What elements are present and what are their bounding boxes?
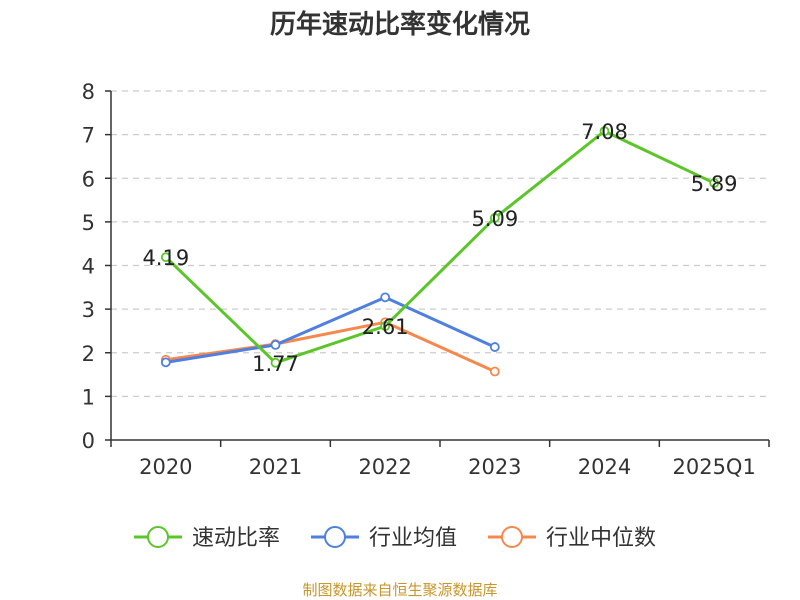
y-tick-label: 2 [82, 342, 95, 366]
legend-item-1[interactable]: 行业均值 [311, 526, 457, 551]
data-point[interactable] [489, 213, 500, 223]
data-point[interactable] [160, 357, 171, 368]
series-layer [160, 126, 720, 377]
data-label: 5.09 [471, 207, 518, 231]
data-point[interactable] [270, 357, 281, 368]
legend-label: 速动比率 [192, 526, 280, 551]
legend-label: 行业中位数 [546, 526, 656, 551]
series-line [165, 320, 496, 373]
data-point[interactable] [489, 366, 500, 377]
x-tick-label: 2021 [249, 455, 302, 479]
data-point[interactable] [380, 321, 391, 332]
y-tick-label: 8 [82, 80, 95, 104]
data-labels: 4.19 1.77 2.61 5.09 7.08 5.89 [142, 120, 737, 376]
grid [111, 90, 769, 397]
chart-title: 历年速动比率变化情况 [270, 9, 530, 40]
y-tick-label: 4 [82, 255, 95, 279]
data-point[interactable] [270, 339, 281, 350]
data-point[interactable] [380, 292, 391, 303]
data-point[interactable] [709, 178, 720, 188]
legend-label: 行业均值 [369, 526, 457, 551]
series-industry-mean [160, 292, 500, 368]
legend-marker-icon [324, 526, 346, 548]
x-tick-label: 2025Q1 [672, 455, 755, 479]
data-label: 7.08 [581, 120, 628, 144]
axes: 0 1 2 3 4 5 6 7 8 2020 2021 2022 2023 2024 2025Q1 [82, 80, 770, 479]
data-label: 1.77 [252, 352, 299, 376]
y-tick-label: 1 [82, 385, 95, 409]
legend[interactable]: 速动比率 行业均值 行业中位数 [134, 526, 656, 551]
x-tick-label: 2023 [468, 455, 521, 479]
y-tick-label: 7 [82, 124, 95, 148]
legend-item-0[interactable]: 速动比率 [134, 526, 280, 551]
y-tick-label: 3 [82, 298, 95, 322]
series-line [165, 295, 496, 364]
legend-marker-icon [501, 526, 523, 548]
source-note: 制图数据来自恒生聚源数据库 [302, 581, 497, 599]
data-point[interactable] [599, 126, 610, 137]
data-label: 2.61 [362, 315, 409, 339]
legend-item-2[interactable]: 行业中位数 [488, 526, 656, 551]
x-tick-label: 2020 [139, 455, 192, 479]
x-tick-label: 2022 [358, 455, 411, 479]
data-point[interactable] [160, 252, 171, 263]
y-tick-label: 6 [82, 167, 95, 191]
y-tick-label: 0 [82, 429, 95, 453]
data-label: 4.19 [142, 246, 189, 270]
legend-marker-icon [147, 526, 169, 548]
data-label: 5.89 [691, 172, 738, 196]
x-tick-label: 2024 [578, 455, 631, 479]
data-point[interactable] [489, 342, 500, 352]
series-line [164, 129, 715, 365]
y-tick-label: 5 [82, 211, 95, 235]
series-main [160, 126, 720, 368]
